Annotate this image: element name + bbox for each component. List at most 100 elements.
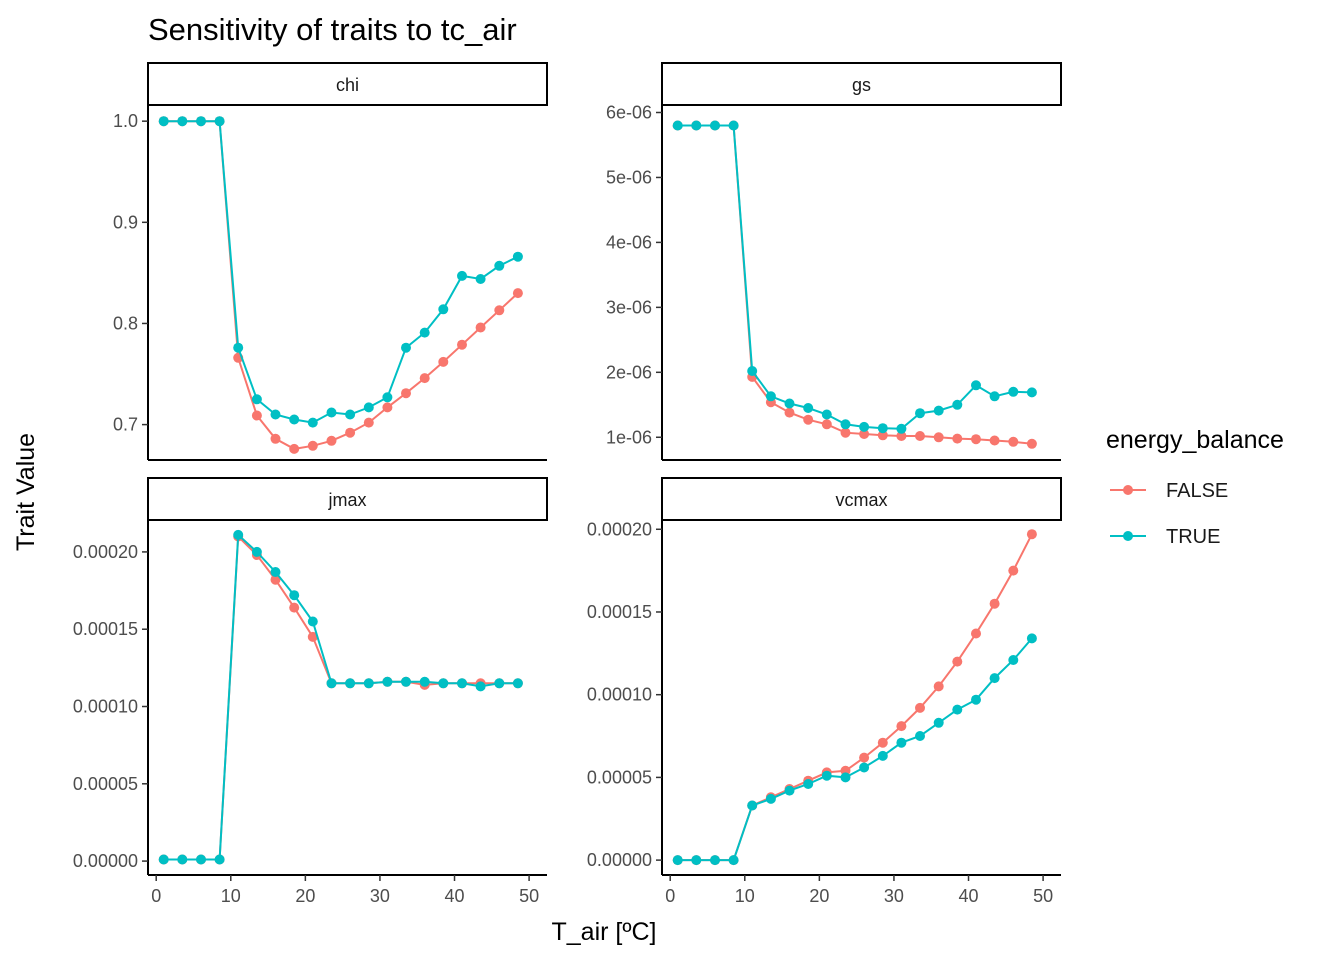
y-tick-label: 6e-06 xyxy=(606,102,652,122)
x-tick-label: 40 xyxy=(445,886,465,906)
legend: energy_balance FALSE TRUE xyxy=(1106,426,1284,548)
data-point xyxy=(971,434,981,445)
y-tick-label: 0.00020 xyxy=(587,519,652,539)
data-point xyxy=(270,574,281,585)
data-point xyxy=(1026,387,1037,398)
data-point xyxy=(821,419,832,430)
data-point xyxy=(971,628,981,639)
series-line xyxy=(163,532,518,861)
data-point xyxy=(345,427,356,438)
y-axis-title: Trait Value xyxy=(12,433,40,551)
y-tick-label: 0.00015 xyxy=(587,602,652,622)
data-point xyxy=(784,785,795,796)
data-point xyxy=(1008,386,1019,397)
data-point xyxy=(289,443,300,454)
x-tick-label: 40 xyxy=(959,886,979,906)
data-point xyxy=(989,673,1000,684)
data-point xyxy=(784,407,795,418)
y-tick-label: 5e-06 xyxy=(606,167,652,187)
data-point xyxy=(177,116,188,127)
data-point xyxy=(803,779,814,789)
series-false xyxy=(158,116,523,454)
y-tick-label: 1e-06 xyxy=(606,427,652,447)
data-point xyxy=(710,120,720,131)
data-point xyxy=(233,342,244,353)
data-point xyxy=(859,752,870,763)
data-point xyxy=(307,440,318,451)
series-line xyxy=(163,120,519,424)
data-point xyxy=(345,678,356,689)
data-point xyxy=(382,392,393,403)
data-point xyxy=(710,855,720,866)
data-point xyxy=(1008,655,1019,665)
data-point xyxy=(859,762,870,773)
y-tick-label: 0.00020 xyxy=(73,542,138,562)
data-point xyxy=(691,855,702,866)
y-tick-label: 4e-06 xyxy=(606,232,652,252)
data-point xyxy=(877,750,888,761)
legend-key-point xyxy=(1123,485,1133,495)
data-point xyxy=(177,854,188,865)
series-true xyxy=(158,116,523,428)
data-point xyxy=(270,567,281,577)
x-tick-label: 50 xyxy=(519,886,539,906)
data-point xyxy=(840,427,851,438)
y-tick-label: 3e-06 xyxy=(606,297,652,317)
data-point xyxy=(691,120,702,131)
data-point xyxy=(915,731,925,741)
data-point xyxy=(419,676,430,687)
data-point xyxy=(326,407,337,418)
series-false xyxy=(158,531,523,865)
data-point xyxy=(158,116,169,127)
facet-strip-label: jmax xyxy=(327,490,366,510)
y-tick-label: 0.7 xyxy=(113,415,138,435)
facet-vcmax: vcmax 0.00000 0.00005 0.00010 0.00015 0.00020… xyxy=(587,477,1062,906)
x-axis-title: T_air [ºC] xyxy=(552,918,657,946)
data-point xyxy=(457,339,467,350)
data-point xyxy=(747,366,758,376)
data-point xyxy=(728,855,739,866)
data-point xyxy=(363,417,374,428)
data-point xyxy=(270,433,281,444)
data-point xyxy=(158,854,169,865)
data-point xyxy=(1026,438,1037,449)
data-point xyxy=(1008,436,1019,447)
data-point xyxy=(363,678,374,689)
data-point xyxy=(840,419,851,430)
data-point xyxy=(270,409,281,420)
series-true xyxy=(672,120,1037,434)
x-tick-label: 20 xyxy=(295,886,315,906)
x-tick-label: 20 xyxy=(809,886,829,906)
data-point xyxy=(989,391,1000,402)
data-point xyxy=(345,409,356,420)
data-point xyxy=(475,322,486,333)
y-tick-label: 1.0 xyxy=(113,111,138,131)
facet-strip xyxy=(147,477,548,521)
facet-strip-label: gs xyxy=(852,75,871,95)
data-point xyxy=(251,394,262,405)
data-point xyxy=(971,694,981,705)
x-tick-label: 30 xyxy=(370,886,390,906)
facet-strip xyxy=(661,62,1062,106)
y-tick-label: 0.00010 xyxy=(587,685,652,705)
data-point xyxy=(821,770,832,781)
data-point xyxy=(877,737,888,748)
data-point xyxy=(457,678,467,689)
data-point xyxy=(989,598,1000,609)
data-point xyxy=(877,430,888,441)
data-point xyxy=(672,855,683,866)
legend-title: energy_balance xyxy=(1106,426,1284,454)
data-point xyxy=(326,435,337,446)
data-point xyxy=(915,702,925,713)
y-tick-label: 0.00005 xyxy=(587,767,652,787)
data-point xyxy=(933,432,944,443)
legend-item-true: TRUE xyxy=(1110,526,1220,548)
data-point xyxy=(494,260,505,271)
data-point xyxy=(672,120,683,131)
data-point xyxy=(419,327,430,338)
y-tick-label: 0.9 xyxy=(113,212,138,232)
legend-label: FALSE xyxy=(1166,480,1228,502)
data-point xyxy=(728,120,739,131)
data-point xyxy=(859,429,870,439)
